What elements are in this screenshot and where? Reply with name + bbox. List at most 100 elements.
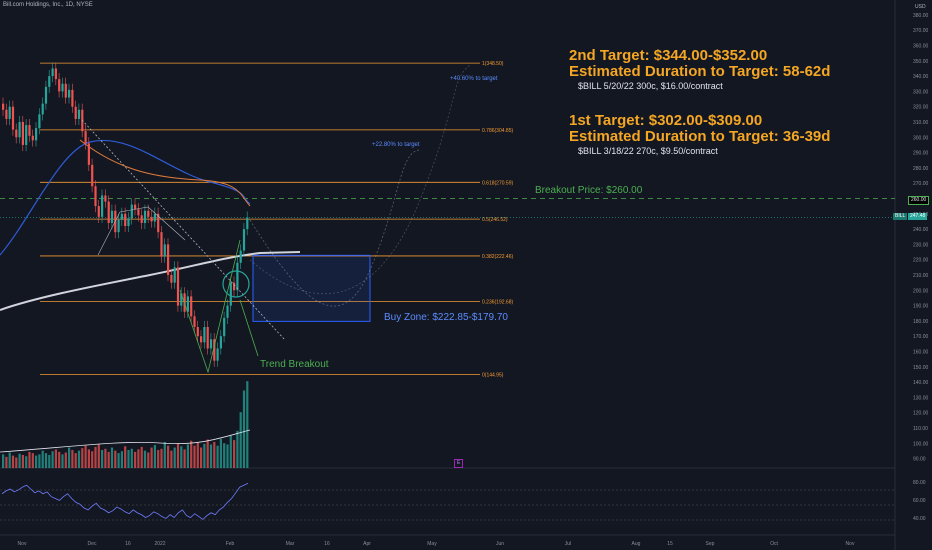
y-tick-label: 350.00 bbox=[913, 59, 929, 65]
candle-body bbox=[130, 204, 133, 219]
candle-body bbox=[8, 106, 11, 119]
breakout-price-badge: 260.00 bbox=[908, 196, 930, 205]
volume-bar bbox=[2, 454, 5, 468]
candle-body bbox=[11, 106, 15, 130]
volume-bar bbox=[35, 455, 38, 468]
x-tick-label: 16 bbox=[125, 541, 131, 547]
volume-bar bbox=[87, 449, 90, 468]
y-tick-label: 240.00 bbox=[913, 227, 929, 233]
fib-level-label: 0.382(222.46) bbox=[482, 254, 513, 260]
y-tick-label: 150.00 bbox=[913, 365, 929, 371]
candle-body bbox=[150, 216, 153, 222]
volume-bar bbox=[127, 450, 130, 468]
candle-body bbox=[173, 267, 176, 283]
y-tick-label: 210.00 bbox=[913, 273, 929, 279]
volume-bar bbox=[134, 451, 137, 468]
candle-body bbox=[64, 83, 67, 98]
volume-bar bbox=[8, 452, 11, 468]
trend-breakout-pointer bbox=[239, 299, 259, 357]
y-tick-label: 280.00 bbox=[913, 166, 929, 172]
volume-bar bbox=[246, 381, 249, 468]
volume-bar bbox=[160, 448, 163, 468]
volume-bar bbox=[147, 452, 150, 468]
y-tick-label: 100.00 bbox=[913, 441, 929, 447]
y-tick-label: 140.00 bbox=[913, 380, 929, 386]
breakout-swing-line bbox=[179, 239, 241, 374]
volume-bar bbox=[71, 450, 74, 468]
x-tick-label: Apr bbox=[363, 541, 371, 547]
volume-bar bbox=[196, 442, 199, 468]
trend-breakout-label: Trend Breakout bbox=[260, 359, 329, 370]
candle-body bbox=[143, 210, 147, 223]
currency-label: USD bbox=[915, 4, 926, 10]
volume-bar bbox=[153, 445, 156, 468]
candle-body bbox=[193, 316, 196, 328]
moving-average-white bbox=[0, 251, 301, 311]
volume-bar bbox=[77, 450, 81, 468]
volume-bar bbox=[223, 443, 226, 468]
volume-bar bbox=[157, 450, 160, 468]
y-tick-label: 200.00 bbox=[913, 288, 929, 294]
candle-body bbox=[2, 103, 5, 110]
candle-body bbox=[239, 250, 242, 263]
volume-bar bbox=[219, 438, 222, 468]
candle-body bbox=[87, 143, 90, 165]
candle-body bbox=[94, 186, 97, 207]
volume-bar bbox=[61, 454, 64, 468]
rsi-line bbox=[1, 482, 249, 520]
volume-bar bbox=[64, 452, 67, 468]
volume-bar bbox=[120, 451, 123, 468]
candle-body bbox=[190, 296, 193, 317]
volume-bar bbox=[137, 449, 140, 468]
target1-title: 1st Target: $302.00-$309.00 bbox=[569, 112, 763, 129]
volume-bar bbox=[167, 445, 170, 468]
volume-bar bbox=[140, 446, 143, 468]
candle-body bbox=[5, 109, 8, 119]
volume-bar bbox=[200, 447, 203, 468]
volume-bar bbox=[68, 447, 71, 468]
candle-body bbox=[223, 317, 226, 337]
volume-average-line bbox=[0, 429, 251, 453]
volume-bar bbox=[104, 448, 107, 468]
candle-body bbox=[170, 275, 173, 283]
candle-body bbox=[140, 215, 143, 223]
y-tick-label: 300.00 bbox=[913, 135, 929, 141]
earnings-event-marker[interactable]: E bbox=[454, 459, 464, 468]
candle-body bbox=[226, 305, 229, 318]
y-tick-label: 90.00 bbox=[913, 457, 926, 463]
y-tick-label: 110.00 bbox=[913, 426, 928, 432]
volume-bar bbox=[18, 453, 21, 468]
x-tick-label: Sep bbox=[706, 541, 715, 547]
candle-body bbox=[219, 336, 222, 349]
candle-body bbox=[213, 339, 216, 361]
y-tick-label: 130.00 bbox=[913, 395, 929, 401]
candle-body bbox=[209, 339, 213, 349]
volume-bar bbox=[130, 448, 133, 468]
pattern-line bbox=[97, 206, 186, 256]
volume-bar bbox=[101, 450, 104, 468]
y-tick-label: 160.00 bbox=[913, 350, 929, 356]
buy-zone-box bbox=[252, 254, 371, 322]
x-tick-label: Nov bbox=[18, 541, 27, 547]
volume-bar bbox=[124, 446, 127, 468]
candle-body bbox=[157, 213, 160, 233]
target2-option: $BILL 5/20/22 300c, $16.00/contract bbox=[578, 81, 723, 91]
candle-body bbox=[134, 204, 137, 210]
last-price-badge: 247.48 bbox=[908, 213, 928, 220]
volume-bar bbox=[114, 450, 117, 468]
volume-bar bbox=[110, 447, 114, 468]
fib-level-label: 0.618(270.59) bbox=[482, 180, 513, 186]
volume-bar bbox=[41, 450, 44, 468]
target2-duration: Estimated Duration to Target: 58-62d bbox=[569, 63, 831, 80]
candle-body bbox=[127, 218, 130, 227]
candle-body bbox=[216, 348, 219, 361]
breakout-price-label: Breakout Price: $260.00 bbox=[535, 185, 643, 196]
x-tick-label: Feb bbox=[226, 541, 235, 547]
volume-bar bbox=[242, 390, 246, 468]
candle-body bbox=[84, 131, 87, 144]
pct-to-target-1-label: +22.80% to target bbox=[372, 142, 420, 148]
fib-level-label: 0.5(246.52) bbox=[482, 217, 508, 223]
volume-bar bbox=[21, 454, 24, 468]
fib-level-label: 0.236(192.68) bbox=[482, 299, 513, 305]
